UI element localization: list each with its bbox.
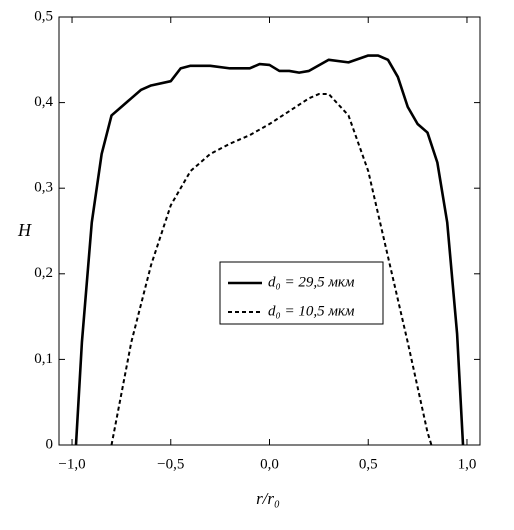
y-tick-label: 0,4	[34, 94, 53, 110]
series-line	[74, 54, 465, 446]
x-tick-label: 1,0	[458, 456, 477, 472]
legend-label: d₀ = 10,5 мкм	[268, 303, 355, 319]
legend-label: d₀ = 29,5 мкм	[268, 274, 355, 290]
x-tick-label: −1,0	[58, 456, 85, 472]
y-tick-label: 0	[46, 436, 54, 452]
y-axis-label: H	[17, 220, 32, 240]
x-tick-label: 0,0	[260, 456, 279, 472]
x-tick-label: 0,5	[359, 456, 378, 472]
y-tick-label: 0,5	[34, 8, 53, 24]
legend-box	[219, 261, 384, 325]
y-tick-label: 0,3	[34, 180, 53, 196]
x-tick-label: −0,5	[157, 456, 184, 472]
x-axis-label: r/r₀	[256, 489, 280, 508]
y-tick-label: 0,1	[34, 351, 53, 367]
y-tick-label: 0,2	[34, 265, 53, 281]
